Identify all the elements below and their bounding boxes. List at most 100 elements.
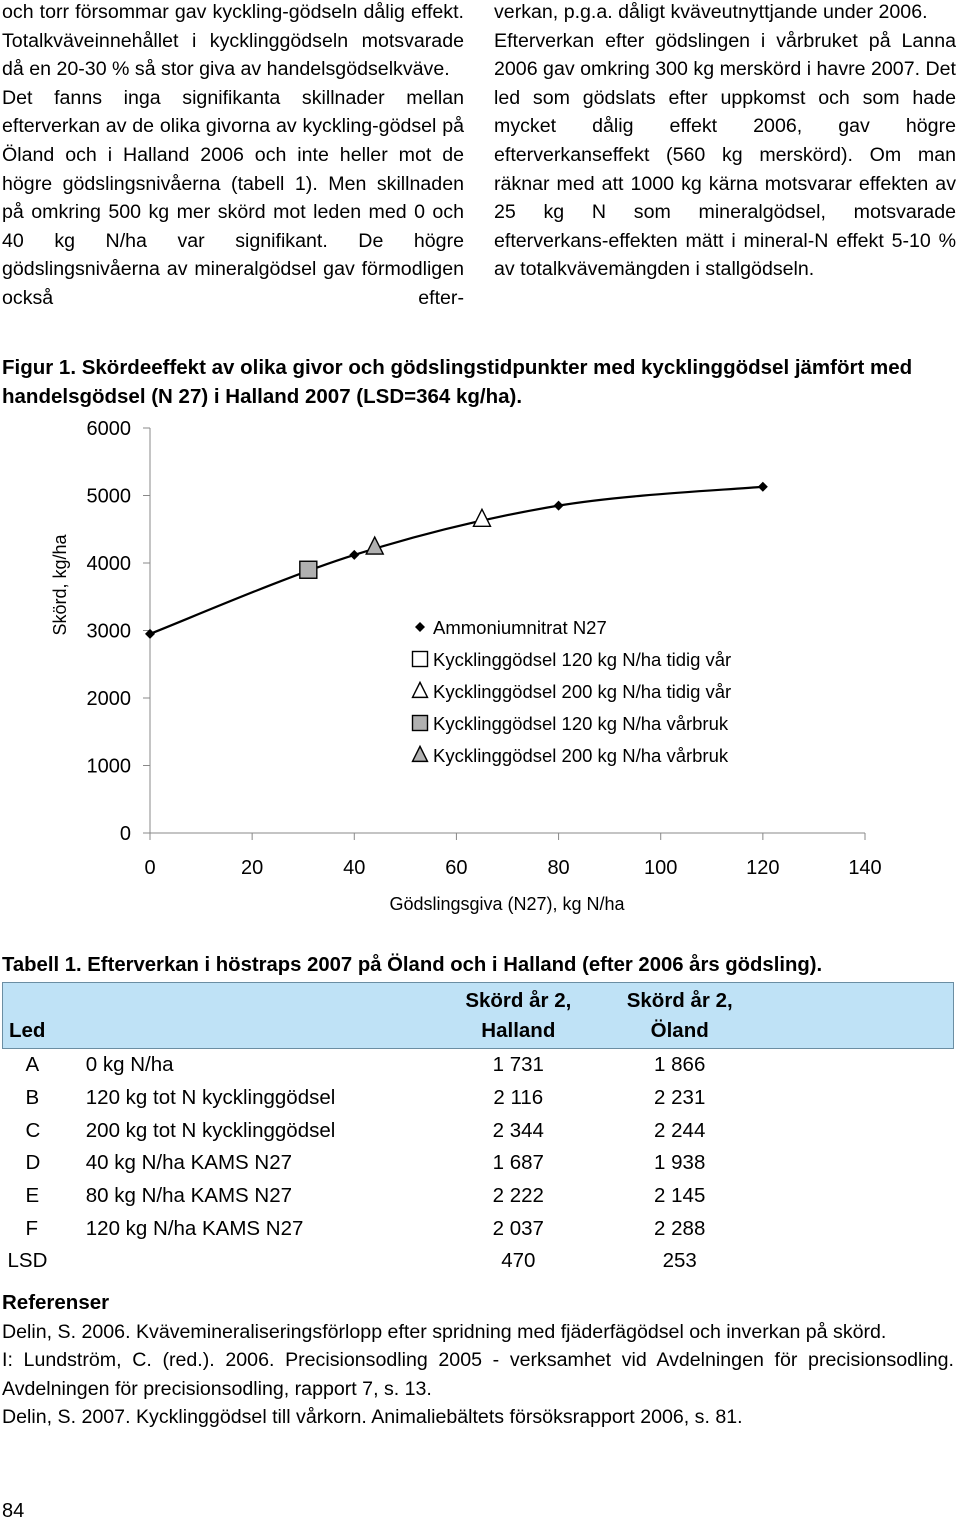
references: Referenser Delin, S. 2006. Kväveminerali…	[2, 1289, 954, 1432]
x-tick-label: 0	[144, 857, 155, 879]
x-tick-label: 20	[241, 857, 263, 879]
x-tick-label: 40	[343, 857, 365, 879]
cell-treatment: 200 kg tot N kycklinggödsel	[85, 1118, 336, 1142]
header-oland-line2: Öland	[650, 1018, 709, 1042]
legend-marker	[415, 622, 425, 632]
y-tick-label: 0	[120, 823, 131, 845]
legend-label: Kycklinggödsel 200 kg N/ha tidig vår	[433, 681, 731, 702]
cell-halland: 2 116	[493, 1086, 544, 1110]
cell-treatment: 80 kg N/ha KAMS N27	[85, 1184, 293, 1208]
table-row: B 120 kg tot N kycklinggödsel 2 116 2 23…	[3, 1082, 954, 1115]
page-number: 84	[2, 1500, 25, 1522]
cell-code: D	[25, 1151, 41, 1175]
series-line	[149, 485, 763, 635]
table-header-row: Led Skörd år 2, Halland Skörd år 2, Öland	[2, 982, 955, 1049]
y-tick-label: 5000	[87, 486, 132, 508]
text-column-left: och torr försommar gav kyckling-gödseln …	[2, 0, 464, 313]
cell-halland: 1 731	[492, 1053, 544, 1077]
figure-caption: Figur 1. Skördeeffekt av olika givor och…	[2, 356, 913, 408]
cell-halland: 2 037	[492, 1216, 544, 1240]
legend-label: Ammoniumnitrat N27	[433, 617, 607, 638]
legend-label: Kycklinggödsel 200 kg N/ha vårbruk	[433, 745, 729, 766]
cell-oland: 2 145	[654, 1184, 706, 1208]
cell-halland: 1 687	[492, 1151, 544, 1175]
y-tick-label: 1000	[87, 756, 132, 778]
legend-marker	[411, 680, 429, 699]
reference-item: Delin, S. 2006. Kvävemineraliseringsförl…	[2, 1320, 887, 1343]
cell-blank	[760, 1114, 953, 1147]
data-point	[757, 481, 768, 492]
table-row: D 40 kg N/ha KAMS N27 1 687 1 938	[3, 1147, 954, 1180]
cell-oland: 1 938	[654, 1151, 706, 1175]
x-tick-label: 140	[848, 857, 881, 879]
references-heading: Referenser	[2, 1291, 110, 1314]
table-row: E 80 kg N/ha KAMS N27 2 222 2 145	[3, 1180, 954, 1213]
cell-blank	[760, 1082, 953, 1115]
header-halland-line1: Skörd år 2,	[465, 988, 572, 1012]
yield-chart: 0 1000 2000 3000 4000 5000 6000 0 20 40 60 80 100 120…	[50, 418, 882, 914]
y-tick-label: 2000	[87, 688, 132, 710]
table-row: A 0 kg N/ha 1 731 1 866	[3, 1049, 954, 1082]
cell-blank	[760, 1212, 953, 1245]
table-row: C 200 kg tot N kycklinggödsel 2 344 2 24…	[3, 1114, 954, 1147]
legend-marker	[411, 744, 429, 763]
results-table: Led Skörd år 2, Halland Skörd år 2, Öland …	[2, 982, 955, 1278]
data-point	[349, 549, 360, 560]
header-led: Led	[2, 982, 438, 1049]
cell-halland: 2 344	[492, 1118, 544, 1142]
paragraph: Efterverkan efter gödslingen i vårbruket…	[494, 29, 956, 281]
table-row: F 120 kg N/ha KAMS N27 2 037 2 288	[3, 1212, 954, 1245]
paragraph: Det fanns inga signifikanta skillnader m…	[2, 86, 464, 309]
cell-code: E	[25, 1184, 40, 1208]
cell-treatment: 40 kg N/ha KAMS N27	[85, 1151, 293, 1175]
header-halland-line2: Halland	[481, 1018, 556, 1042]
legend-label: Kycklinggödsel 120 kg N/ha tidig vår	[433, 649, 731, 670]
cell-oland: 2 244	[654, 1118, 706, 1142]
cell-treatment: 120 kg N/ha KAMS N27	[85, 1216, 304, 1240]
y-tick-label: 6000	[87, 418, 132, 440]
cell-lsd-label: LSD	[7, 1249, 48, 1273]
y-axis-label: Skörd, kg/ha	[50, 533, 70, 635]
cell-lsd-halland: 470	[501, 1249, 536, 1273]
cell-code: B	[25, 1086, 40, 1110]
cell-oland: 2 288	[654, 1216, 706, 1240]
text-column-right: verkan, p.g.a. dåligt kväveutnyttjande u…	[494, 0, 956, 284]
data-point	[365, 535, 385, 555]
cell-treatment: 0 kg N/ha	[85, 1053, 174, 1077]
cell-code: A	[25, 1053, 40, 1077]
cell-blank	[760, 1245, 953, 1278]
x-axis-label: Gödslingsgiva (N27), kg N/ha	[389, 894, 625, 914]
data-point	[299, 560, 318, 579]
cell-code: F	[25, 1216, 39, 1240]
paragraph: och torr försommar gav kyckling-gödseln …	[2, 1, 464, 81]
table-row-lsd: LSD 470 253	[3, 1245, 954, 1278]
cell-halland: 2 222	[492, 1184, 544, 1208]
cell-treatment: 120 kg tot N kycklinggödsel	[85, 1086, 336, 1110]
header-halland: Skörd år 2, Halland	[437, 982, 600, 1049]
x-tick-label: 100	[644, 857, 677, 879]
cell-code: C	[25, 1118, 41, 1142]
paragraph: verkan, p.g.a. dåligt kväveutnyttjande u…	[494, 1, 928, 23]
reference-item: Delin, S. 2007. Kycklinggödsel till vårk…	[2, 1406, 743, 1429]
x-tick-label: 80	[547, 857, 569, 879]
data-point	[472, 507, 492, 528]
cell-lsd-oland: 253	[662, 1249, 697, 1273]
cell-oland: 1 866	[654, 1053, 706, 1077]
cell-blank	[760, 1049, 953, 1082]
table-caption: Tabell 1. Efterverkan i höstraps 2007 på…	[2, 954, 823, 976]
legend-marker	[411, 714, 429, 732]
header-oland: Skörd år 2, Öland	[599, 982, 761, 1049]
x-tick-label: 60	[445, 857, 467, 879]
x-tick-label: 120	[746, 857, 779, 879]
header-oland-line1: Skörd år 2,	[626, 988, 733, 1012]
header-blank	[760, 982, 955, 1049]
reference-item: I: Lundström, C. (red.). 2006. Precision…	[2, 1349, 954, 1400]
legend-marker	[411, 650, 429, 668]
cell-blank	[760, 1180, 953, 1213]
cell-oland: 2 231	[654, 1086, 706, 1110]
y-tick-label: 4000	[87, 553, 132, 575]
cell-blank	[760, 1147, 953, 1180]
legend-label: Kycklinggödsel 120 kg N/ha vårbruk	[433, 713, 729, 734]
y-tick-label: 3000	[87, 621, 132, 643]
data-point	[145, 628, 155, 639]
